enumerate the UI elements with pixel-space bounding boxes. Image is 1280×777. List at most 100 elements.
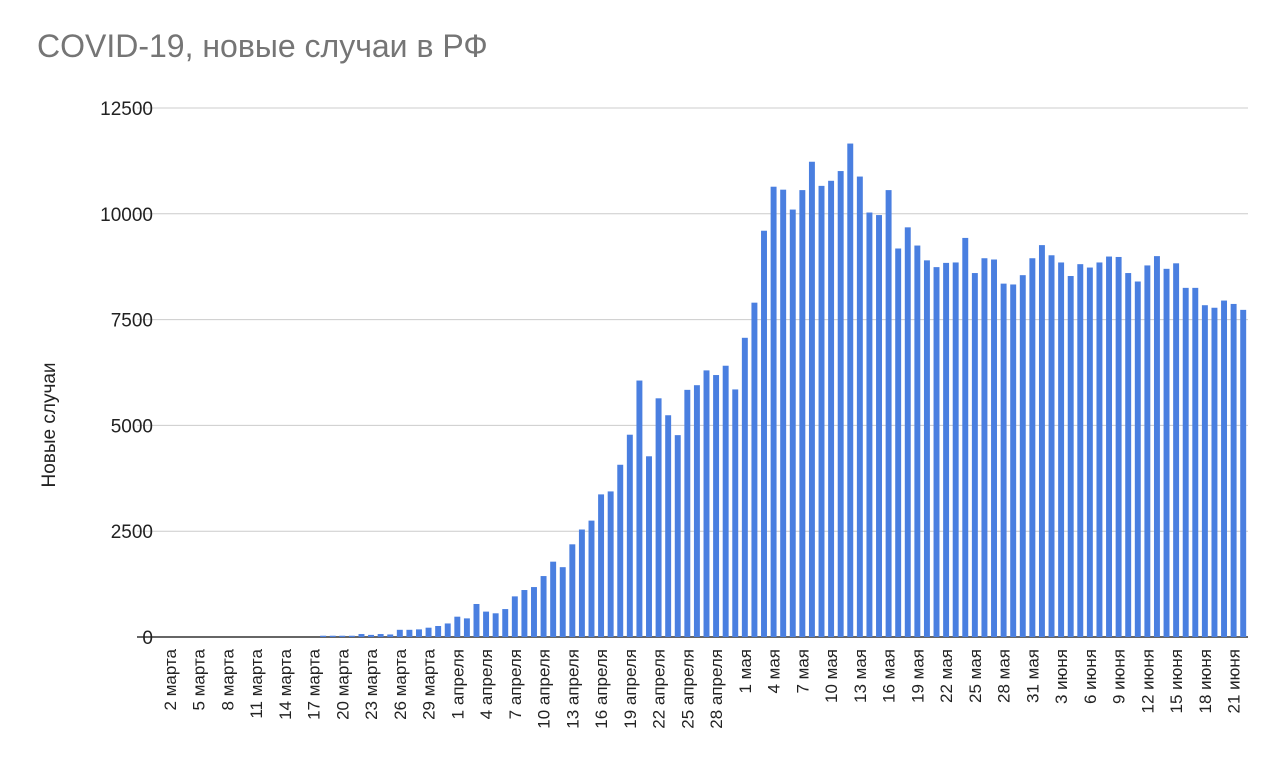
- bar: [962, 237, 969, 637]
- bar: [1201, 305, 1208, 637]
- x-tick-label: 13 апреля: [563, 649, 582, 729]
- x-tick-label: 22 апреля: [650, 649, 669, 729]
- x-tick-label: 4 апреля: [477, 649, 496, 719]
- x-tick-label: 28 апреля: [707, 649, 726, 729]
- y-axis-label: Новые случаи: [39, 362, 60, 487]
- bar: [396, 629, 403, 637]
- bar: [463, 618, 470, 637]
- bar: [770, 186, 777, 637]
- bar: [818, 185, 825, 637]
- bar: [368, 634, 375, 637]
- bar: [598, 494, 605, 637]
- bar: [1038, 245, 1045, 637]
- bar: [540, 576, 547, 637]
- x-tick-label: 7 апреля: [506, 649, 525, 719]
- bar: [617, 464, 624, 637]
- bar: [1182, 287, 1189, 637]
- x-tick-label: 16 мая: [880, 649, 899, 703]
- bar: [406, 629, 413, 637]
- x-tick-label: 15 июня: [1167, 649, 1186, 713]
- bar-series: [320, 143, 1247, 638]
- bar: [828, 180, 835, 637]
- bar: [358, 634, 365, 637]
- bar: [693, 385, 700, 637]
- x-tick-label: 22 мая: [937, 649, 956, 703]
- y-tick-label: 5000: [111, 416, 153, 437]
- x-tick-label: 17 марта: [305, 648, 324, 719]
- y-tick-label: 7500: [111, 311, 153, 332]
- x-tick-label: 21 июня: [1225, 649, 1244, 713]
- bar: [387, 634, 394, 637]
- bar: [348, 635, 355, 637]
- x-tick-label: 3 июня: [1052, 649, 1071, 704]
- bar: [856, 176, 863, 637]
- x-tick-label: 7 мая: [793, 649, 812, 694]
- x-tick-label: 25 мая: [966, 649, 985, 703]
- bar: [713, 375, 720, 637]
- bar: [377, 634, 384, 637]
- bar: [1221, 300, 1228, 637]
- bar: [971, 273, 978, 637]
- bar: [933, 267, 940, 637]
- x-tick-label: 10 апреля: [535, 649, 554, 729]
- bar: [1163, 268, 1170, 637]
- bar: [483, 611, 490, 637]
- bar: [1096, 262, 1103, 637]
- bar: [837, 171, 844, 637]
- bar: [1134, 281, 1141, 637]
- x-tick-label: 18 июня: [1196, 649, 1215, 713]
- bar: [655, 398, 662, 637]
- bar: [732, 389, 739, 637]
- bar: [646, 456, 652, 637]
- x-tick-label: 11 марта: [247, 648, 266, 718]
- x-tick-label: 23 марта: [362, 648, 381, 719]
- bar: [780, 189, 787, 637]
- bar: [741, 337, 748, 637]
- bar: [722, 365, 729, 637]
- x-tick-label: 5 марта: [190, 648, 209, 710]
- bar: [991, 259, 997, 637]
- x-tick-label: 25 апреля: [678, 649, 697, 729]
- bar: [444, 623, 451, 637]
- x-tick-label: 31 мая: [1023, 649, 1042, 703]
- bar: [550, 561, 557, 637]
- bar: [1000, 283, 1007, 637]
- x-tick-label: 19 апреля: [621, 649, 640, 729]
- x-tick-label: 4 мая: [765, 649, 784, 694]
- bar: [502, 609, 509, 637]
- x-tick-label: 14 марта: [276, 648, 295, 719]
- bar: [1192, 287, 1199, 637]
- bar: [569, 544, 576, 637]
- bar: [943, 262, 950, 637]
- bar: [703, 370, 710, 637]
- bar: [1153, 256, 1160, 637]
- bar: [1086, 267, 1093, 637]
- bar: [636, 380, 643, 637]
- bar: [1125, 273, 1132, 637]
- x-tick-label: 6 июня: [1081, 649, 1100, 704]
- x-tick-label: 29 марта: [420, 648, 439, 719]
- bar: [876, 215, 882, 638]
- bar: [789, 209, 796, 637]
- bar: [1058, 262, 1065, 637]
- bar: [626, 434, 633, 637]
- x-tick-label: 19 мая: [908, 649, 927, 703]
- bar: [1115, 256, 1122, 637]
- bar: [1048, 255, 1055, 637]
- bar: [588, 520, 595, 637]
- bar: [751, 302, 758, 637]
- bar: [511, 596, 518, 637]
- bar: [1230, 303, 1237, 637]
- y-tick-label: 10000: [100, 205, 153, 226]
- x-tick-label: 1 мая: [736, 649, 755, 694]
- bar: [473, 603, 480, 637]
- bar: [847, 143, 854, 637]
- bar: [607, 491, 614, 637]
- bar: [339, 635, 346, 637]
- bar: [914, 245, 921, 638]
- bar: [1019, 275, 1026, 637]
- bar: [1067, 276, 1074, 637]
- bar: [808, 161, 815, 637]
- bar: [329, 635, 336, 637]
